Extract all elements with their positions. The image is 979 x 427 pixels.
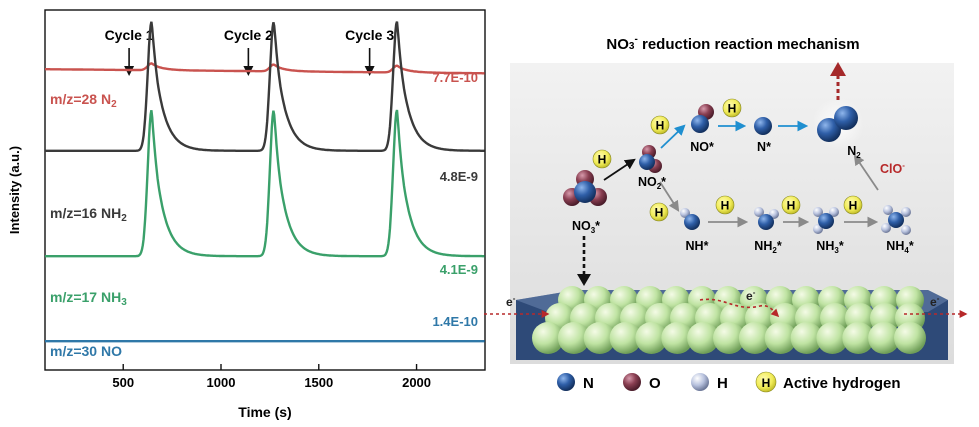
- arrow-nh4-n2: [853, 154, 879, 191]
- y-axis-label: Intensity (a.u.): [7, 146, 22, 234]
- electron-label-surface: e-: [746, 288, 756, 303]
- label-clo: ClO-: [880, 161, 905, 176]
- ms-intensity-chart: Cycle 1 Cycle 2 Cycle 3 m/z=28 N2 7.7E-10 m/…: [7, 9, 486, 420]
- cycle-label: Cycle 1: [105, 27, 154, 43]
- active-hydrogen-badge: [592, 149, 612, 169]
- legend-active-hydrogen-letter: H: [762, 376, 771, 390]
- catalyst-sphere: [557, 322, 590, 354]
- legend-active-hydrogen-swatch: [755, 371, 777, 393]
- label-no3: NO3*: [572, 219, 600, 235]
- no-molecule: [691, 104, 714, 133]
- legend-o-label: O: [649, 375, 661, 392]
- series-label: m/z=16 NH2: [50, 205, 127, 224]
- electron-label-in: e-: [506, 294, 516, 309]
- mechanism-title: NO3- reduction reaction mechanism: [606, 34, 859, 53]
- adsorption-arrowhead: [577, 274, 591, 286]
- label-nh4: NH4*: [886, 239, 914, 255]
- n2-release-arrowhead: [830, 62, 846, 76]
- series-scale-label: 7.7E-10: [432, 70, 478, 85]
- label-no2: NO2*: [638, 175, 666, 191]
- series-line: [45, 62, 485, 75]
- label-n: N*: [757, 140, 771, 154]
- label-no: NO*: [690, 140, 714, 154]
- x-axis-label: Time (s): [238, 404, 291, 420]
- catalyst-sphere: [713, 322, 745, 354]
- active-hydrogen-letter: H: [721, 199, 730, 213]
- active-hydrogen-letter: H: [598, 153, 607, 167]
- x-tick-label: 1500: [304, 375, 333, 390]
- active-hydrogen-badge: [715, 195, 735, 215]
- active-hydrogen-letter: H: [849, 199, 858, 213]
- series-scale-label: 4.1E-9: [440, 262, 478, 277]
- series-scale-label: 1.4E-10: [432, 314, 478, 329]
- x-tick-label: 500: [112, 375, 134, 390]
- catalyst-sphere: [635, 322, 668, 354]
- label-n2: N2: [847, 144, 861, 160]
- nh2-molecule: [754, 207, 779, 230]
- active-hydrogen-badge: [649, 202, 669, 222]
- atom-legend: N O H H Active hydrogen: [557, 371, 901, 393]
- active-hydrogen-badge: [843, 195, 863, 215]
- catalyst-sphere: [842, 322, 875, 354]
- active-hydrogen-letter: H: [655, 206, 664, 220]
- plot-frame: [44, 9, 486, 371]
- cycle-label: Cycle 3: [345, 27, 394, 43]
- active-hydrogen-badge: [650, 115, 670, 135]
- label-nh: NH*: [686, 239, 709, 253]
- series-line: [45, 109, 485, 258]
- active-hydrogen-letter: H: [656, 119, 665, 133]
- label-nh3: NH3*: [816, 239, 844, 255]
- catalyst-sphere: [738, 322, 771, 354]
- catalyst-sphere: [583, 322, 616, 354]
- no2-molecule: [639, 145, 662, 173]
- series-scale-label: 4.8E-9: [440, 169, 478, 184]
- arrow-no3-no2: [603, 158, 636, 181]
- catalyst-surface: [516, 286, 948, 360]
- x-tick-label: 2000: [402, 375, 431, 390]
- nh4-molecule: [881, 205, 911, 235]
- x-tick-label: 1000: [207, 375, 236, 390]
- catalyst-sphere: [609, 322, 642, 354]
- catalyst-sphere: [816, 322, 849, 354]
- active-hydrogen-badge: [722, 98, 742, 118]
- active-hydrogen-badge: [781, 195, 801, 215]
- n2-molecule: [812, 98, 864, 150]
- series-label: m/z=30 NO: [50, 343, 122, 359]
- arrow-no2-no: [660, 124, 686, 149]
- label-nh2: NH2*: [754, 239, 782, 255]
- catalyst-sphere: [894, 322, 926, 354]
- catalyst-sphere: [790, 322, 823, 354]
- series-line: [45, 21, 485, 152]
- mechanism-illustration: NO3- reduction reaction mechanism e- e- …: [484, 34, 968, 393]
- legend-n-swatch: [557, 373, 575, 391]
- series-label: m/z=28 N2: [50, 91, 117, 110]
- catalyst-sphere: [661, 322, 694, 354]
- arrow-no2-nh: [659, 181, 680, 212]
- nh3-molecule: [813, 207, 839, 234]
- catalyst-sphere: [764, 322, 797, 354]
- catalyst-sphere: [687, 322, 720, 354]
- legend-h-swatch: [691, 373, 709, 391]
- catalyst-sphere: [868, 322, 901, 354]
- nh-molecule: [680, 208, 700, 230]
- legend-h-label: H: [717, 375, 728, 392]
- electron-flow-surface: [699, 298, 780, 318]
- active-hydrogen-letter: H: [728, 102, 737, 116]
- legend-active-hydrogen-label: Active hydrogen: [783, 375, 901, 392]
- legend-o-swatch: [623, 373, 641, 391]
- electron-label-out: e-: [930, 294, 940, 309]
- catalyst-sphere: [532, 322, 564, 354]
- cycle-label: Cycle 2: [224, 27, 273, 43]
- n-atom: [754, 117, 772, 135]
- no3-molecule: [563, 170, 607, 206]
- legend-n-label: N: [583, 375, 594, 392]
- series-label: m/z=17 NH3: [50, 289, 127, 308]
- active-hydrogen-letter: H: [787, 199, 796, 213]
